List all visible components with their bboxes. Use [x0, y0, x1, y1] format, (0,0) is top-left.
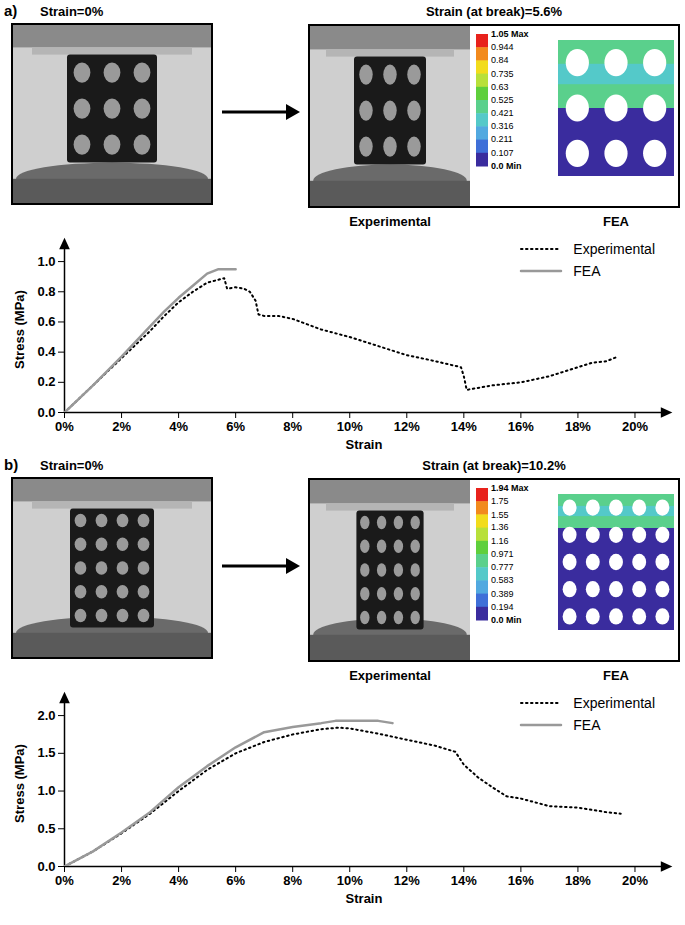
- svg-text:Experimental: Experimental: [349, 668, 431, 683]
- svg-text:20%: 20%: [622, 419, 648, 434]
- svg-text:0.971: 0.971: [491, 549, 514, 559]
- svg-text:FEA: FEA: [603, 214, 630, 229]
- svg-text:Strain=0%: Strain=0%: [40, 4, 104, 19]
- html-text:Experimental: Experimental: [573, 241, 655, 257]
- svg-text:0.525: 0.525: [491, 95, 514, 105]
- svg-text:1.0: 1.0: [37, 254, 55, 269]
- svg-text:Strain: Strain: [346, 891, 383, 906]
- svg-text:16%: 16%: [508, 419, 534, 434]
- svg-text:0.84: 0.84: [491, 55, 509, 65]
- svg-text:8%: 8%: [283, 419, 302, 434]
- svg-text:1.5: 1.5: [37, 745, 55, 760]
- html-text:Experimental: Experimental: [573, 695, 655, 711]
- svg-text:10%: 10%: [337, 419, 363, 434]
- svg-text:18%: 18%: [565, 419, 591, 434]
- svg-text:6%: 6%: [226, 873, 245, 888]
- svg-text:0.777: 0.777: [491, 562, 514, 572]
- svg-text:0.944: 0.944: [491, 42, 514, 52]
- svg-text:0.583: 0.583: [491, 575, 514, 585]
- svg-text:Stress (MPa): Stress (MPa): [12, 744, 27, 823]
- svg-text:16%: 16%: [508, 873, 534, 888]
- svg-text:0.107: 0.107: [491, 148, 514, 158]
- svg-text:18%: 18%: [565, 873, 591, 888]
- svg-text:Strain: Strain: [346, 437, 383, 452]
- svg-text:1.0: 1.0: [37, 783, 55, 798]
- svg-text:10%: 10%: [337, 873, 363, 888]
- svg-text:Strain (at break)=5.6%: Strain (at break)=5.6%: [426, 4, 563, 19]
- svg-text:0.8: 0.8: [37, 284, 55, 299]
- svg-text:Strain=0%: Strain=0%: [40, 458, 104, 473]
- svg-text:1.36: 1.36: [491, 522, 509, 532]
- svg-text:0.5: 0.5: [37, 821, 55, 836]
- svg-text:12%: 12%: [394, 419, 420, 434]
- svg-text:a): a): [4, 2, 17, 19]
- svg-text:8%: 8%: [283, 873, 302, 888]
- svg-text:0.389: 0.389: [491, 589, 514, 599]
- html-text:FEA: FEA: [573, 263, 601, 279]
- svg-text:2.0: 2.0: [37, 708, 55, 723]
- svg-text:0.0 Min: 0.0 Min: [491, 161, 522, 171]
- svg-text:1.16: 1.16: [491, 536, 509, 546]
- svg-text:0%: 0%: [55, 873, 74, 888]
- svg-text:0.316: 0.316: [491, 121, 514, 131]
- svg-text:0.0: 0.0: [37, 859, 55, 874]
- svg-text:14%: 14%: [451, 873, 477, 888]
- svg-text:1.55: 1.55: [491, 510, 509, 520]
- svg-text:20%: 20%: [622, 873, 648, 888]
- svg-text:0%: 0%: [55, 419, 74, 434]
- svg-text:1.94 Max: 1.94 Max: [491, 483, 529, 493]
- svg-text:0.194: 0.194: [491, 602, 514, 612]
- svg-text:0.2: 0.2: [37, 374, 55, 389]
- svg-text:0.211: 0.211: [491, 134, 513, 144]
- svg-text:2%: 2%: [112, 419, 131, 434]
- svg-text:6%: 6%: [226, 419, 245, 434]
- svg-text:Experimental: Experimental: [349, 214, 431, 229]
- svg-text:12%: 12%: [394, 873, 420, 888]
- svg-text:0.421: 0.421: [491, 108, 514, 118]
- svg-text:2%: 2%: [112, 873, 131, 888]
- svg-text:0.0 Min: 0.0 Min: [491, 615, 522, 625]
- svg-text:Strain (at break)=10.2%: Strain (at break)=10.2%: [422, 458, 566, 473]
- svg-text:0.6: 0.6: [37, 314, 55, 329]
- svg-text:0.63: 0.63: [491, 82, 509, 92]
- svg-text:1.05 Max: 1.05 Max: [491, 29, 529, 39]
- svg-text:Stress (MPa): Stress (MPa): [12, 290, 27, 369]
- html-text:FEA: FEA: [573, 717, 601, 733]
- svg-text:FEA: FEA: [603, 668, 630, 683]
- svg-text:0.4: 0.4: [37, 344, 56, 359]
- svg-text:4%: 4%: [169, 419, 188, 434]
- svg-text:b): b): [4, 456, 18, 473]
- svg-text:1.75: 1.75: [491, 496, 509, 506]
- svg-text:0.0: 0.0: [37, 405, 55, 420]
- svg-text:14%: 14%: [451, 419, 477, 434]
- svg-text:4%: 4%: [169, 873, 188, 888]
- svg-text:0.735: 0.735: [491, 69, 514, 79]
